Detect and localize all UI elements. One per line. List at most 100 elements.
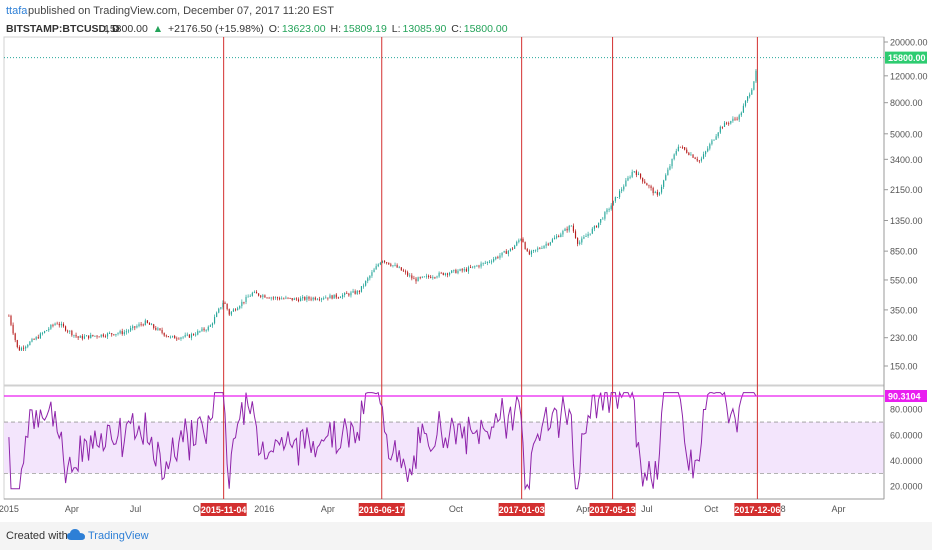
close-label: C: xyxy=(451,23,462,35)
candle-body xyxy=(698,160,700,162)
candle-body xyxy=(245,296,247,303)
author-link[interactable]: ttafa xyxy=(6,5,28,17)
cloud-logo-icon[interactable] xyxy=(66,527,86,546)
candle-body xyxy=(633,171,635,172)
candle-body xyxy=(598,222,600,228)
candle-body xyxy=(281,298,283,300)
candle-body xyxy=(138,324,140,327)
candle-body xyxy=(312,297,314,300)
candle-body xyxy=(396,265,398,268)
candle-body xyxy=(226,303,228,310)
candle-body xyxy=(234,309,237,311)
candle-body xyxy=(444,273,446,275)
candle-body xyxy=(713,139,715,141)
candle-body xyxy=(113,334,115,336)
candle-body xyxy=(740,112,742,116)
price-tick-label: 8000.00 xyxy=(890,98,923,108)
candle-body xyxy=(581,238,583,243)
candle-body xyxy=(289,297,291,299)
candle-body xyxy=(583,236,585,239)
candle-body xyxy=(585,236,587,237)
candle-body xyxy=(239,306,241,309)
candle-body xyxy=(18,347,20,351)
candle-body xyxy=(304,297,306,300)
candle-body xyxy=(211,323,214,326)
candle-body xyxy=(327,297,329,299)
tradingview-brand[interactable]: TradingView xyxy=(88,530,149,542)
candle-body xyxy=(209,325,211,327)
candle-body xyxy=(184,335,186,337)
candle-body xyxy=(243,301,245,303)
candle-body xyxy=(365,280,367,286)
price-axis[interactable]: 20000.00 12000.00 8000.00 5000.00 3400.00 215… xyxy=(884,38,928,372)
candle-body xyxy=(172,335,174,337)
candle-body xyxy=(148,322,151,325)
candle-body xyxy=(46,330,48,332)
candle-body xyxy=(652,187,654,194)
candle-body xyxy=(610,205,612,210)
rsi-axis[interactable]: 80.0000 60.0000 40.0000 20.0000 90.3104 xyxy=(885,390,927,492)
candle-body xyxy=(20,347,23,351)
candle-body xyxy=(62,323,65,327)
candle-body xyxy=(331,295,333,299)
candle-body xyxy=(318,299,321,301)
rsi-line xyxy=(8,390,757,491)
candle-body xyxy=(639,173,642,178)
candle-body xyxy=(339,297,342,299)
candle-body xyxy=(266,297,268,299)
candle-body xyxy=(696,158,698,161)
rsi-tick-label: 20.0000 xyxy=(890,482,923,492)
candle-body xyxy=(348,293,350,296)
candle-body xyxy=(612,200,614,206)
symbol-name[interactable]: BITSTAMP:BTCUSD, D xyxy=(6,23,120,35)
candle-body xyxy=(593,225,595,229)
candle-body xyxy=(516,241,518,246)
candle-body xyxy=(627,177,629,181)
candle-body xyxy=(411,275,413,279)
candle-body xyxy=(255,291,258,294)
candle-body xyxy=(369,275,371,279)
marker-date-label-bg xyxy=(589,503,636,516)
chart-canvas[interactable]: 20000.00 12000.00 8000.00 5000.00 3400.00 215… xyxy=(0,0,932,522)
candle-body xyxy=(656,191,658,195)
candle-body xyxy=(159,328,161,331)
low-label: L: xyxy=(391,23,401,35)
candle-body xyxy=(677,146,679,151)
candle-body xyxy=(144,320,146,326)
candle-body xyxy=(717,132,719,137)
candle-body xyxy=(514,245,516,249)
candle-body xyxy=(165,335,167,337)
candle-body xyxy=(600,219,602,223)
candle-body xyxy=(497,257,499,258)
candle-body xyxy=(285,297,287,299)
candle-series xyxy=(8,69,757,352)
candle-body xyxy=(373,269,375,273)
candle-body xyxy=(478,265,480,267)
candle-body xyxy=(503,251,505,253)
time-tick-label: Jul xyxy=(641,504,653,514)
candle-body xyxy=(69,330,71,332)
candle-body xyxy=(192,334,195,336)
candle-body xyxy=(251,292,253,296)
candle-body xyxy=(23,347,25,349)
candle-body xyxy=(470,267,472,269)
candle-body xyxy=(467,267,470,272)
marker-date-label: 2017-12-06 xyxy=(734,505,780,515)
candle-body xyxy=(526,249,528,252)
candle-body xyxy=(174,335,176,339)
candle-body xyxy=(125,331,127,333)
candle-body xyxy=(730,121,732,124)
candle-body xyxy=(679,146,682,148)
candle-body xyxy=(127,330,130,332)
candle-body xyxy=(608,209,610,210)
time-axis[interactable]: 2015AprJulOct2016AprOctAprJulOct2018Apr xyxy=(0,504,846,514)
candle-body xyxy=(751,89,753,95)
candle-body xyxy=(631,171,633,177)
candle-body xyxy=(146,320,148,323)
candle-body xyxy=(532,250,535,252)
candle-body xyxy=(623,186,625,190)
candle-body xyxy=(153,324,155,328)
symbol-legend: BITSTAMP:BTCUSD, D 15800.00 ▲ +2176.50 (… xyxy=(0,22,932,36)
candle-body xyxy=(663,180,665,187)
rsi-tick-label: 40.0000 xyxy=(890,456,923,466)
